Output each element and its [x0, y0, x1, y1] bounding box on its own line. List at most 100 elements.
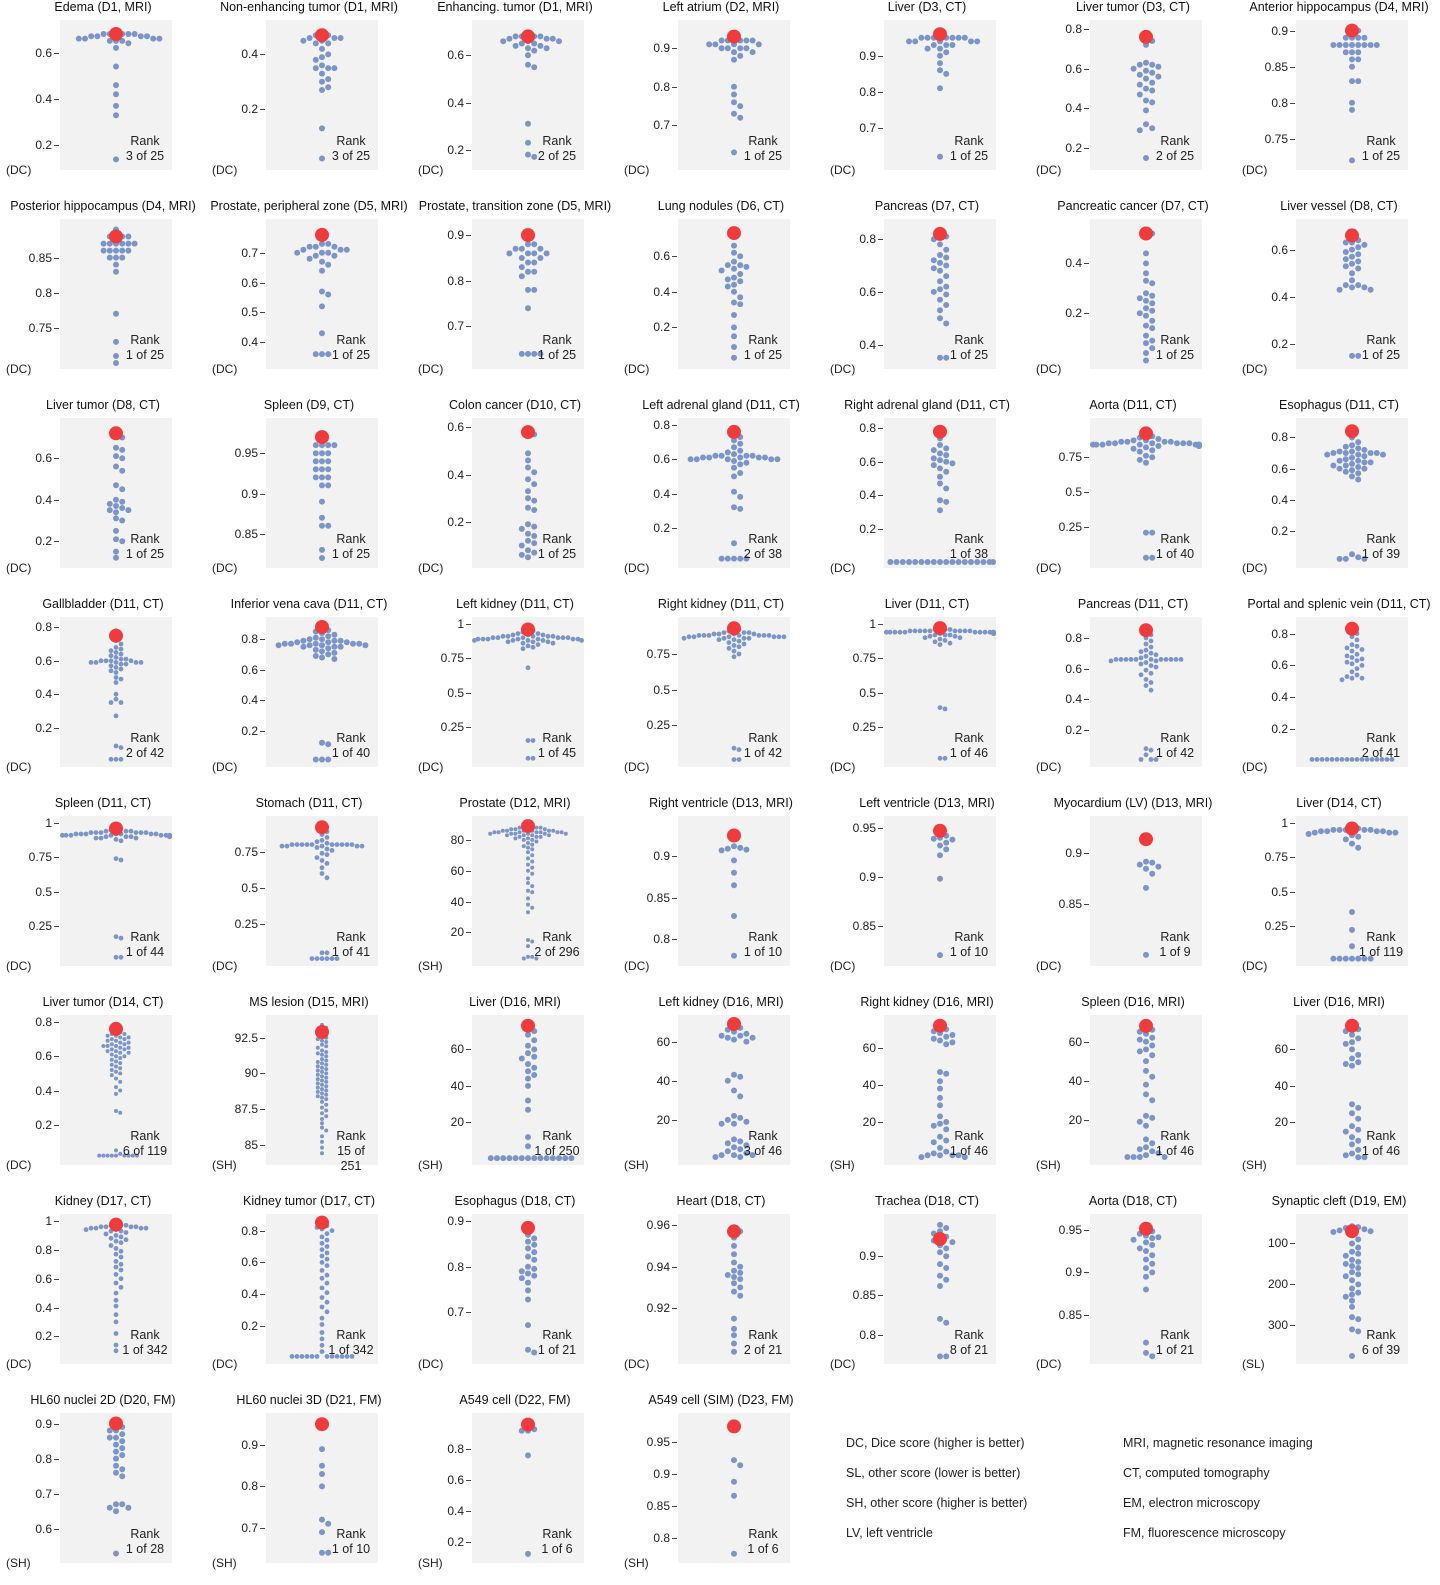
participant-dot	[319, 756, 325, 763]
y-tick-label: 100	[1267, 1236, 1288, 1251]
participant-dot	[949, 836, 956, 843]
participant-dot	[1130, 437, 1137, 444]
participant-dot	[113, 1441, 119, 1448]
winner-dot	[109, 1217, 123, 1232]
y-tick-label: 0.95	[852, 820, 876, 835]
participant-dot	[118, 656, 124, 662]
participant-dot	[736, 747, 742, 752]
participant-dot	[525, 1042, 531, 1049]
chart-panel: Liver tumor (D8, CT) 0.2 0.4 0.6 (DC) Rank 1 o…	[0, 398, 202, 590]
y-tick-label: 0.9	[653, 41, 670, 56]
chart-panel: Liver (D14, CT) 0.25 0.5 0.75 1 (DC) Rank 1 of …	[1236, 796, 1438, 988]
y-tick-label: 40	[1068, 1073, 1082, 1088]
y-tick-label: 0.5	[653, 682, 670, 697]
participant-dot	[320, 1099, 324, 1104]
participant-dot	[1355, 476, 1362, 483]
participant-dot	[118, 745, 124, 750]
participant-dot	[1196, 443, 1202, 449]
participant-dot	[930, 257, 937, 264]
participant-dot	[88, 660, 94, 665]
participant-dot	[118, 1035, 123, 1040]
y-tick-label: 20	[450, 1115, 464, 1130]
participant-dot	[119, 1438, 126, 1445]
chart-panel: Left kidney (D16, MRI) 20 40 60 (SH) Rank 3 of…	[618, 995, 820, 1187]
y-tick-label: 0.4	[447, 1503, 464, 1518]
participant-dot	[125, 1504, 132, 1511]
participant-dot	[108, 663, 114, 669]
y-tick-mark	[1290, 437, 1295, 439]
participant-dot	[718, 37, 725, 44]
participant-dot	[113, 444, 119, 451]
participant-dot	[118, 661, 124, 667]
participant-dot	[113, 509, 119, 516]
participant-dot	[525, 521, 531, 528]
participant-dot	[1361, 42, 1368, 48]
y-tick-label: 0.85	[1058, 897, 1082, 912]
metric-label: (DC)	[212, 362, 238, 376]
rank-word: Rank	[954, 930, 984, 944]
participant-dot	[1143, 85, 1149, 92]
participant-dot	[1355, 1265, 1362, 1271]
participant-dot	[530, 865, 535, 870]
y-tick-mark	[1084, 68, 1089, 70]
y-tick-label: 0.4	[1271, 690, 1288, 705]
beeswarm-svg	[312, 430, 338, 561]
participant-dot	[531, 250, 538, 257]
participant-dot	[731, 488, 737, 495]
rank-value: 3 of 25	[125, 149, 165, 163]
y-tick-mark	[54, 1458, 59, 1460]
participant-dot	[1355, 1051, 1362, 1058]
participant-dot	[1149, 1073, 1156, 1080]
participant-dot	[1355, 1104, 1362, 1111]
participant-dot	[538, 834, 543, 839]
y-tick-label: 0.6	[35, 451, 52, 466]
participant-dot	[315, 1094, 320, 1099]
participant-dot	[325, 84, 332, 91]
y-tick-label: 0.95	[1058, 1222, 1082, 1237]
y-tick-mark	[1290, 1049, 1295, 1051]
rank-value: 1 of 46	[949, 1144, 989, 1158]
participant-dot	[319, 125, 325, 132]
y-tick-label: 0.5	[35, 884, 52, 899]
participant-dot	[1349, 1269, 1355, 1276]
participant-dot	[1367, 955, 1374, 962]
participant-dot	[912, 628, 918, 634]
participant-dot	[138, 660, 144, 665]
participant-dot	[943, 302, 950, 308]
participant-dot	[520, 646, 526, 652]
participant-dot	[737, 1154, 744, 1160]
participant-dot	[887, 559, 894, 565]
metric-label: (DC)	[624, 1357, 650, 1371]
chart-title: Left kidney (D11, CT)	[456, 597, 574, 611]
legend-ct: CT, computed tomography	[1123, 1466, 1270, 1480]
y-tick-label: 0.7	[447, 319, 464, 334]
y-tick-label: 0.5	[1271, 884, 1288, 899]
participant-dot	[531, 1053, 538, 1060]
participant-dot	[1143, 746, 1149, 752]
participant-dot	[731, 288, 737, 295]
participant-dot	[315, 1051, 320, 1056]
participant-dot	[319, 850, 325, 856]
participant-dot	[731, 882, 737, 889]
participant-dot	[315, 1077, 320, 1082]
participant-dot	[118, 1066, 123, 1071]
participant-dot	[319, 514, 325, 521]
participant-dot	[776, 634, 782, 640]
participant-dot	[319, 70, 325, 77]
participant-dot	[130, 1153, 135, 1158]
metric-label: (DC)	[418, 760, 444, 774]
participant-dot	[1155, 863, 1162, 870]
participant-dot	[1149, 1252, 1156, 1259]
participant-dot	[118, 1056, 123, 1060]
participant-dot	[126, 1050, 131, 1055]
rank-value: 1 of 25	[1361, 348, 1401, 362]
participant-dot	[547, 833, 551, 838]
participant-dot	[1361, 241, 1368, 248]
participant-dot	[312, 40, 319, 47]
participant-dot	[108, 756, 114, 762]
beeswarm-svg	[884, 621, 996, 761]
metric-label: (DC)	[830, 1357, 856, 1371]
y-tick-mark	[1084, 699, 1089, 701]
participant-dot	[961, 559, 968, 565]
participant-dot	[114, 1049, 118, 1054]
